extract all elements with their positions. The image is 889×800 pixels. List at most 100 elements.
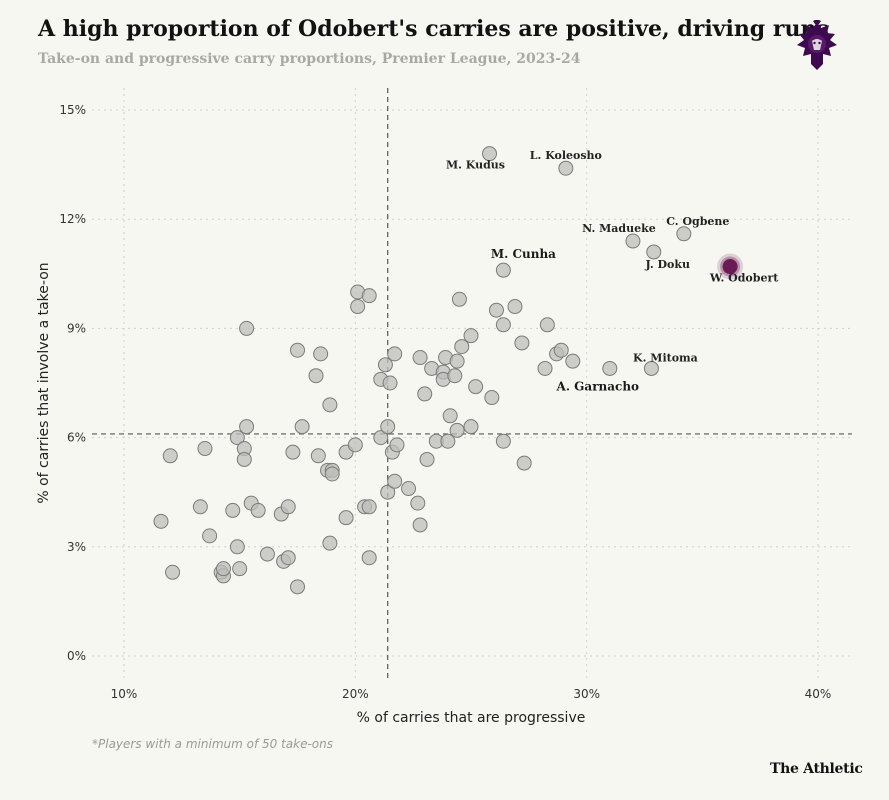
- data-point: [488, 302, 504, 318]
- labeled-point: [625, 233, 641, 249]
- data-point: [197, 441, 213, 457]
- data-point: [382, 375, 398, 391]
- data-point: [484, 390, 500, 406]
- point-label: A. Garnacho: [556, 379, 640, 393]
- data-point: [290, 579, 305, 595]
- labeled-point: [495, 262, 511, 278]
- chart-title: A high proportion of Odobert's carries a…: [38, 16, 829, 42]
- data-point: [401, 481, 417, 497]
- point-label: N. Madueke: [582, 222, 656, 235]
- x-axis-label: % of carries that are progressive: [357, 710, 586, 726]
- data-point: [280, 499, 296, 515]
- point-label: M. Kudus: [446, 159, 505, 172]
- data-point: [454, 339, 470, 355]
- point-labels: M. Kudus L. Koleosho C. Ogbene N. Madueke J.…: [446, 149, 779, 393]
- data-point: [537, 360, 553, 376]
- footnote: *Players with a minimum of 50 take-ons: [92, 737, 333, 751]
- data-point: [380, 419, 396, 435]
- data-point: [565, 353, 581, 369]
- data-point: [468, 379, 484, 395]
- data-point: [410, 495, 426, 511]
- data-point: [419, 451, 435, 467]
- labeled-point: [646, 244, 662, 260]
- labeled-point: [602, 360, 618, 376]
- data-point: [553, 342, 569, 358]
- data-point: [447, 368, 463, 384]
- y-tick-label: 6%: [67, 431, 86, 445]
- data-point: [324, 466, 340, 482]
- data-point: [192, 499, 208, 515]
- data-point: [165, 564, 181, 580]
- point-label: J. Doku: [644, 258, 690, 271]
- data-point: [310, 448, 326, 464]
- y-tick-label: 15%: [59, 103, 86, 117]
- data-point: [387, 346, 403, 362]
- point-label: W. Odobert: [709, 272, 779, 285]
- data-point: [361, 499, 377, 515]
- data-point: [417, 386, 433, 402]
- labeled-point: [558, 160, 574, 176]
- labeled-point: [676, 226, 692, 242]
- data-point: [361, 288, 377, 304]
- data-point: [322, 397, 338, 413]
- data-point: [236, 451, 252, 467]
- data-point: [440, 433, 456, 449]
- point-label: C. Ogbene: [666, 215, 729, 228]
- chart-subtitle: Take-on and progressive carry proportion…: [38, 51, 581, 67]
- data-point: [387, 473, 403, 489]
- point-label: K. Mitoma: [633, 351, 698, 364]
- point-label: M. Cunha: [491, 247, 556, 261]
- data-point: [377, 357, 393, 373]
- point-label: L. Koleosho: [530, 149, 602, 162]
- data-point: [313, 346, 329, 362]
- data-point: [514, 335, 530, 351]
- data-point: [495, 433, 511, 449]
- data-point: [229, 430, 245, 446]
- data-point: [294, 419, 310, 435]
- data-point: [539, 317, 555, 333]
- premier-league-lion-icon: [793, 19, 841, 72]
- data-point: [215, 561, 231, 577]
- labeled-point: [482, 146, 498, 162]
- data-point: [229, 539, 245, 555]
- data-point: [250, 502, 266, 518]
- data-point: [361, 550, 377, 566]
- data-point: [449, 422, 465, 438]
- data-point: [153, 513, 169, 529]
- data-point: [239, 320, 255, 336]
- scatter-points: [153, 146, 744, 595]
- x-tick-label: 40%: [805, 687, 832, 701]
- data-point: [449, 353, 465, 369]
- y-axis-label: % of carries that involve a take-on: [36, 262, 52, 503]
- data-point: [285, 444, 301, 460]
- highlight-point: [722, 259, 738, 275]
- data-point: [412, 517, 428, 533]
- y-tick-label: 9%: [67, 321, 86, 335]
- data-point: [380, 484, 396, 500]
- data-point: [259, 546, 275, 562]
- data-point: [442, 408, 458, 424]
- data-point: [232, 561, 248, 577]
- x-tick-label: 20%: [342, 687, 369, 701]
- data-point: [463, 419, 479, 435]
- x-tick-label: 30%: [573, 687, 600, 701]
- data-point: [290, 342, 305, 358]
- data-point: [338, 510, 354, 526]
- data-point: [350, 299, 366, 315]
- data-point: [373, 430, 389, 446]
- data-point: [389, 437, 405, 453]
- data-point: [516, 455, 532, 471]
- data-point: [322, 535, 338, 551]
- data-point: [280, 550, 296, 566]
- y-tick-label: 3%: [67, 540, 86, 554]
- data-point: [239, 419, 255, 435]
- y-tick-label: 12%: [59, 212, 86, 226]
- y-tick-label: 0%: [67, 649, 86, 663]
- labeled-point: [643, 360, 659, 376]
- data-point: [162, 448, 178, 464]
- data-point: [347, 437, 363, 453]
- data-point: [308, 368, 324, 384]
- data-point: [202, 528, 218, 544]
- data-point: [463, 328, 479, 344]
